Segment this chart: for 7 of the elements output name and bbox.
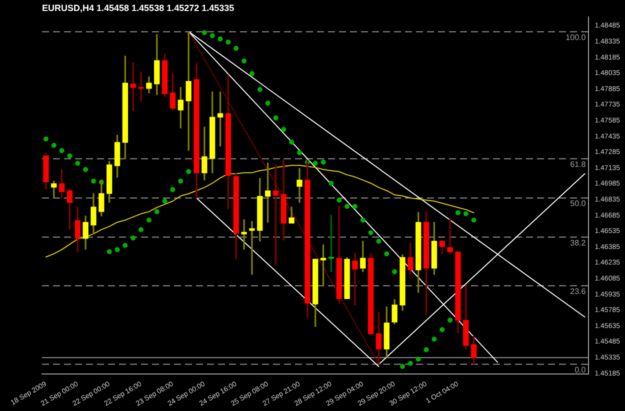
annotation: 100.0 [566, 32, 586, 42]
annotation: 61.8 [570, 160, 586, 169]
annotation: 0.0 [574, 365, 586, 374]
annotation: 38.2 [570, 238, 586, 248]
chart-title: EURUSD,H4 1.45458 1.45538 1.45272 1.45335 [42, 2, 234, 13]
annotation: 50.0 [570, 199, 586, 208]
annotation: 23.6 [570, 286, 586, 296]
